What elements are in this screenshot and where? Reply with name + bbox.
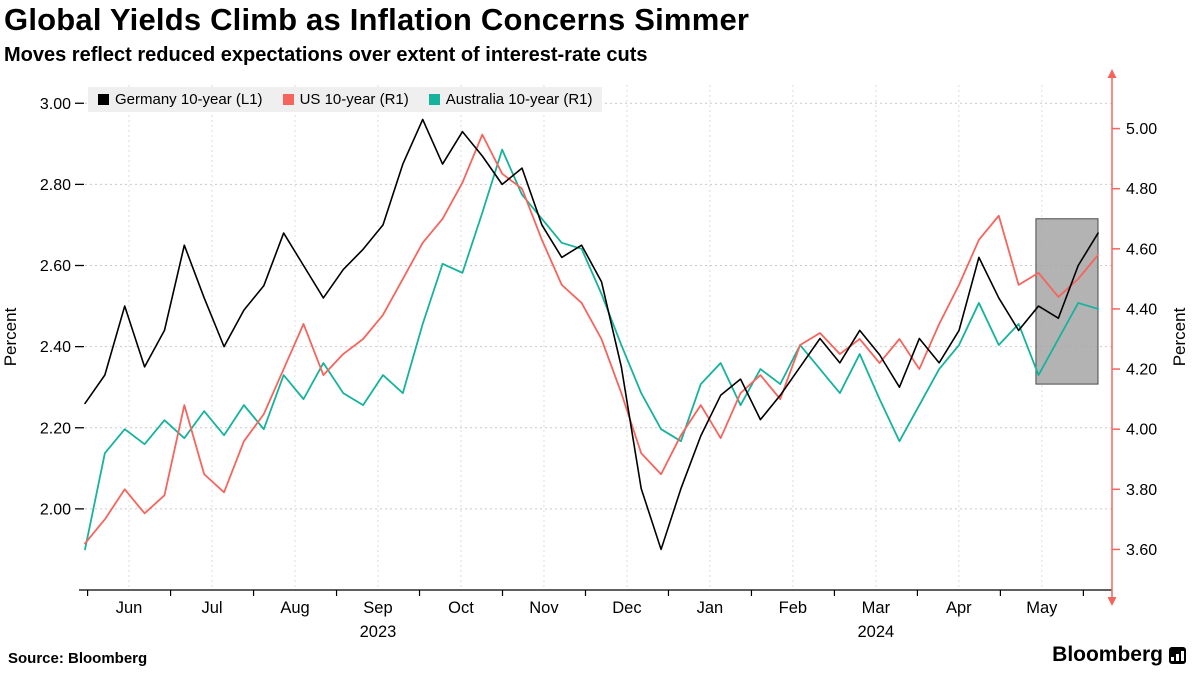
- x-tick-label: Sep: [363, 599, 392, 617]
- legend-item-us-10-year-r1: US 10-year (R1): [282, 91, 409, 108]
- right-axis-tick-label: 4.60: [1126, 241, 1157, 258]
- right-axis-tick-label: 4.80: [1126, 181, 1157, 198]
- source-label: Source: Bloomberg: [8, 650, 148, 667]
- right-axis-tick-label: 5.00: [1126, 121, 1157, 138]
- x-tick-label: Feb: [779, 599, 807, 617]
- legend-label: Germany 10-year (L1): [115, 91, 263, 108]
- left-axis-tick-label: 2.80: [40, 177, 71, 194]
- series-lines: [84, 118, 1099, 551]
- right-axis-tick-label: 4.20: [1126, 362, 1157, 379]
- right-axis-tick-label: 3.60: [1126, 542, 1157, 559]
- x-year-label: 2023: [360, 623, 397, 641]
- chart-subtitle: Moves reflect reduced expectations over …: [4, 44, 648, 66]
- right-axis: 5.00 4.80 4.60 4.40 4.20 4.00 3.80 3.60 Percent: [1107, 69, 1189, 606]
- bloomberg-barchart-icon: [1169, 646, 1186, 664]
- chart-legend: Germany 10-year (L1) US 10-year (R1) Austr…: [88, 87, 603, 112]
- chart-title: Global Yields Climb as Inflation Concern…: [4, 2, 750, 37]
- x-tick-label: May: [1026, 599, 1058, 617]
- x-tick-label: Oct: [448, 599, 474, 617]
- right-axis-tick-label: 4.40: [1126, 301, 1157, 318]
- x-year-label: 2024: [858, 623, 895, 641]
- legend-item-australia-10-year-r1: Australia 10-year (R1): [428, 91, 593, 108]
- bloomberg-logo-text: Bloomberg: [1052, 643, 1163, 666]
- x-tick-label: Jun: [116, 599, 143, 617]
- right-axis-tick-label: 3.80: [1126, 482, 1157, 499]
- right-axis-down-arrow-icon: [1107, 597, 1117, 606]
- left-axis-tick-label: 2.40: [40, 339, 71, 356]
- right-axis-tick-label: 4.00: [1126, 422, 1157, 439]
- series-line-us-10-year-r1: [84, 133, 1099, 545]
- series-line-germany-10-year-l1: [84, 118, 1099, 551]
- x-axis: Jun Jul Aug Sep Oct Nov Dec Jan Feb Mar Apr May 2023…: [79, 589, 1112, 641]
- x-tick-label: Apr: [946, 599, 972, 617]
- highlight-region: [1035, 218, 1099, 385]
- x-tick-label: Jul: [201, 599, 222, 617]
- left-axis-title: Percent: [1, 307, 20, 366]
- bloomberg-logo: Bloomberg: [1052, 643, 1186, 667]
- left-axis-tick-label: 3.00: [40, 96, 71, 113]
- legend-item-germany-10-year-l1: Germany 10-year (L1): [98, 91, 263, 108]
- right-axis-title: Percent: [1170, 307, 1189, 366]
- x-tick-label: Mar: [862, 599, 891, 617]
- gridlines: [85, 85, 1112, 590]
- x-tick-label: Dec: [612, 599, 641, 617]
- legend-swatch-icon: [282, 94, 294, 105]
- legend-swatch-icon: [428, 94, 440, 105]
- legend-label: Australia 10-year (R1): [445, 91, 593, 108]
- x-tick-label: Nov: [529, 599, 559, 617]
- right-axis-up-arrow-icon: [1107, 69, 1117, 78]
- left-axis-tick-label: 2.60: [40, 258, 71, 275]
- legend-label: US 10-year (R1): [299, 91, 409, 108]
- legend-swatch-icon: [98, 94, 109, 105]
- x-tick-label: Aug: [280, 599, 309, 617]
- left-axis-tick-label: 2.20: [40, 420, 71, 437]
- series-line-australia-10-year-r1: [84, 148, 1099, 551]
- left-axis: 3.00 2.80 2.60 2.40 2.20 2.00 Percent: [1, 96, 84, 518]
- x-tick-label: Jan: [697, 599, 724, 617]
- left-axis-tick-label: 2.00: [40, 501, 71, 518]
